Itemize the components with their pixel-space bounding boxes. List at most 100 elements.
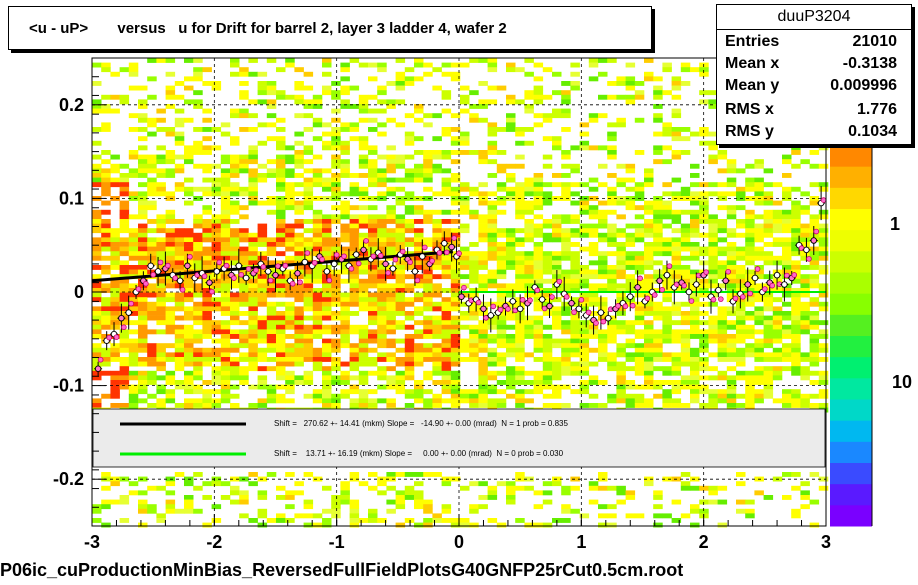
heatmap-cell	[128, 398, 139, 404]
heatmap-cell	[331, 182, 341, 188]
heatmap-cell	[285, 380, 295, 385]
heatmap-cell	[588, 223, 599, 229]
heatmap-cell	[460, 136, 470, 142]
z-tick-label: 10	[892, 372, 912, 392]
heatmap-cell	[809, 297, 820, 303]
profile-point-alt	[600, 318, 607, 325]
heatmap-cell	[101, 191, 111, 197]
heatmap-cell	[349, 324, 360, 330]
stats-value: 0.1034	[848, 123, 897, 140]
heatmap-cell	[644, 384, 654, 390]
heatmap-cell	[588, 380, 599, 385]
heatmap-cell	[312, 269, 323, 275]
heatmap-cell	[533, 292, 544, 298]
heatmap-cell	[542, 265, 553, 270]
heatmap-cell	[478, 288, 488, 293]
heatmap-cell	[285, 375, 295, 381]
heatmap-cell	[809, 274, 820, 280]
heatmap-cell	[156, 223, 166, 229]
heatmap-cell	[653, 117, 663, 123]
heatmap-cell	[598, 357, 608, 362]
heatmap-cell	[358, 232, 369, 238]
profile-point-alt	[187, 253, 193, 260]
heatmap-cell	[469, 278, 479, 284]
heatmap-cell	[717, 352, 728, 358]
heatmap-cell	[230, 232, 240, 238]
heatmap-cell	[726, 278, 737, 284]
heatmap-cell	[726, 288, 737, 293]
heatmap-cell	[386, 306, 396, 312]
heatmap-cell	[671, 209, 682, 215]
heatmap-cell	[496, 352, 507, 358]
heatmap-cell	[625, 495, 636, 500]
heatmap-cell	[386, 209, 396, 215]
heatmap-cell	[524, 274, 534, 280]
heatmap-cell	[478, 150, 488, 155]
heatmap-cell	[110, 292, 120, 298]
heatmap-cell	[460, 389, 470, 395]
heatmap-cell	[165, 255, 176, 261]
color-scale-band	[830, 356, 872, 379]
heatmap-cell	[708, 223, 718, 229]
heatmap-cell	[156, 315, 166, 321]
heatmap-cell	[561, 324, 571, 330]
heatmap-cell	[607, 136, 617, 142]
heatmap-cell	[368, 173, 378, 178]
heatmap-cell	[119, 334, 130, 339]
heatmap-cell	[294, 251, 304, 257]
heatmap-cell	[423, 283, 433, 289]
heatmap-cell	[174, 334, 185, 339]
heatmap-cell	[414, 297, 424, 303]
heatmap-cell	[174, 94, 185, 100]
heatmap-cell	[791, 398, 801, 404]
heatmap-cell	[460, 140, 470, 146]
heatmap-cell	[312, 246, 323, 252]
heatmap-cell	[230, 58, 240, 63]
heatmap-cell	[644, 232, 654, 238]
heatmap-cell	[561, 352, 571, 358]
heatmap-cell	[515, 343, 525, 349]
heatmap-cell	[266, 357, 277, 362]
heatmap-cell	[230, 393, 240, 399]
heatmap-cell	[276, 205, 286, 211]
heatmap-cell	[717, 306, 728, 312]
heatmap-cell	[202, 223, 212, 229]
heatmap-cell	[800, 209, 810, 215]
profile-point-alt	[421, 244, 428, 251]
heatmap-cell	[487, 85, 498, 91]
heatmap-cell	[662, 389, 672, 395]
heatmap-cell	[708, 99, 718, 105]
heatmap-cell	[745, 228, 755, 234]
heatmap-cell	[524, 182, 534, 188]
heatmap-cell	[717, 343, 728, 349]
heatmap-cell	[782, 357, 792, 362]
heatmap-cell	[423, 297, 433, 303]
heatmap-cell	[248, 150, 258, 155]
heatmap-cell	[303, 375, 314, 381]
heatmap-cell	[690, 320, 700, 326]
profile-point	[272, 271, 279, 279]
heatmap-cell	[478, 81, 488, 86]
heatmap-cell	[432, 292, 442, 298]
heatmap-cell	[220, 347, 231, 353]
heatmap-cell	[671, 320, 682, 326]
heatmap-cell	[441, 320, 452, 326]
heatmap-cell	[101, 370, 111, 376]
heatmap-cell	[184, 246, 194, 252]
heatmap-cell	[128, 237, 139, 243]
heatmap-cell	[211, 398, 222, 404]
heatmap-cell	[570, 508, 580, 514]
heatmap-cell	[101, 306, 111, 312]
heatmap-cell	[358, 393, 369, 399]
heatmap-cell	[404, 242, 415, 247]
heatmap-cell	[220, 237, 231, 243]
heatmap-cell	[542, 522, 553, 528]
heatmap-cell	[303, 301, 314, 307]
heatmap-cell	[782, 159, 792, 165]
heatmap-cell	[515, 191, 525, 197]
heatmap-cell	[147, 168, 157, 174]
heatmap-cell	[634, 301, 645, 307]
heatmap-cell	[450, 278, 461, 284]
heatmap-cell	[358, 380, 369, 385]
heatmap-cell	[515, 403, 525, 408]
